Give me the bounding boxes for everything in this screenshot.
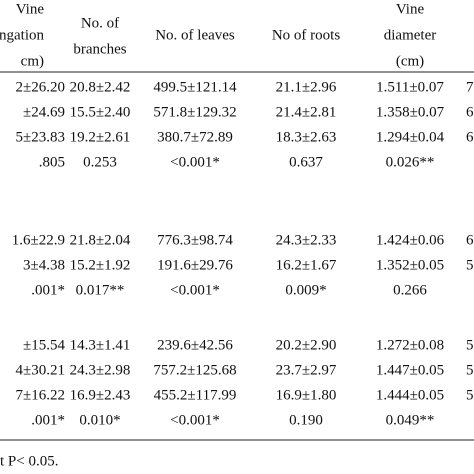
table-cell: 21.4±2.81 xyxy=(276,104,337,120)
table-cell: <0.001* xyxy=(170,154,220,170)
table-cell: 380.7±72.89 xyxy=(157,129,233,145)
table-cell: 1.444±0.05 xyxy=(376,387,444,403)
table-cell: 571.8±129.32 xyxy=(153,104,236,120)
table-cell: 0.266 xyxy=(393,282,427,298)
table-cell: 239.6±42.56 xyxy=(157,337,233,353)
table-cell: 757.2±125.68 xyxy=(153,362,236,378)
table-cell: ±15.54 xyxy=(23,337,65,353)
table-cell: 20.8±2.42 xyxy=(70,79,131,95)
table-cell: 0.253 xyxy=(83,154,117,170)
header-cell: cm) xyxy=(21,53,44,69)
table-cell: 6 xyxy=(466,129,474,145)
table-cell: 5 xyxy=(466,387,474,403)
table-cell: 15.2±1.92 xyxy=(70,257,131,273)
table-cell: 5 xyxy=(466,362,474,378)
table-cell: 24.3±2.33 xyxy=(276,232,337,248)
table-cell: 5 xyxy=(466,337,474,353)
table-cell: 499.5±121.14 xyxy=(153,79,237,95)
table-cell: 16.9±1.80 xyxy=(276,387,337,403)
footnote: t P< 0.05. xyxy=(0,453,58,469)
header-cell: branches xyxy=(73,41,126,57)
table-cell: 15.5±2.40 xyxy=(70,104,131,120)
table-cell: .001* xyxy=(31,412,65,428)
table-cell: 455.2±117.99 xyxy=(154,387,237,403)
table-cell: 191.6±29.76 xyxy=(157,257,233,273)
table-cell: <0.001* xyxy=(170,282,220,298)
table-cell: 0.017** xyxy=(76,282,125,298)
table-cell: 6 xyxy=(466,232,474,248)
header-cell: Vine xyxy=(396,1,425,17)
table-cell: 20.2±2.90 xyxy=(276,337,337,353)
table-cell: 7±16.22 xyxy=(16,387,65,403)
table-cell: 18.3±2.63 xyxy=(276,129,337,145)
table-cell: 1.294±0.04 xyxy=(376,129,445,145)
header-cell: (cm) xyxy=(396,53,424,69)
table-cell: 0.026** xyxy=(386,154,435,170)
table-cell: 4±30.21 xyxy=(16,362,65,378)
header-cell: Vine xyxy=(16,1,45,17)
table-cell: 0.009* xyxy=(285,282,326,298)
table-cell: 1.447±0.05 xyxy=(376,362,444,378)
table-cell: 0.010* xyxy=(79,412,120,428)
table-cell: 5±23.83 xyxy=(16,129,65,145)
header-cell: diameter xyxy=(384,27,436,43)
table-cell: 23.7±2.97 xyxy=(276,362,337,378)
header-cell: No. of leaves xyxy=(155,27,235,43)
table-cell: .805 xyxy=(39,154,65,170)
table-cell: 0.190 xyxy=(289,412,323,428)
table-cell: 1.352±0.05 xyxy=(376,257,444,273)
table-cell: 21.8±2.04 xyxy=(70,232,131,248)
table-cell: 19.2±2.61 xyxy=(70,129,131,145)
table-cell: 24.3±2.98 xyxy=(70,362,131,378)
header-cell: ngation xyxy=(0,27,44,43)
table-cell: 776.3±98.74 xyxy=(157,232,233,248)
table-cell: 6 xyxy=(466,104,474,120)
table-cell: 7 xyxy=(466,79,474,95)
table-cell: <0.001* xyxy=(170,412,220,428)
table-cell: 3±4.38 xyxy=(23,257,65,273)
table-cell: 1.511±0.07 xyxy=(376,79,444,95)
table-cell: ±24.69 xyxy=(23,104,65,120)
table-cell: 5 xyxy=(466,257,474,273)
table-cell: .001* xyxy=(31,282,65,298)
table-cell: 16.2±1.67 xyxy=(276,257,337,273)
table-cell: 1.272±0.08 xyxy=(376,337,444,353)
table-cell: 1.6±22.9 xyxy=(12,232,65,248)
table-cell: 21.1±2.96 xyxy=(276,79,337,95)
table-cell: 0.637 xyxy=(289,154,323,170)
table-cell: 0.049** xyxy=(386,412,435,428)
header-cell: No of roots xyxy=(272,27,340,43)
table-cell: 14.3±1.41 xyxy=(70,337,131,353)
table-cell: 1.424±0.06 xyxy=(376,232,445,248)
table-cell: 1.358±0.07 xyxy=(376,104,445,120)
header-cell: No. of xyxy=(81,15,119,31)
table-cell: 2±26.20 xyxy=(16,79,65,95)
table-cell: 16.9±2.43 xyxy=(70,387,131,403)
